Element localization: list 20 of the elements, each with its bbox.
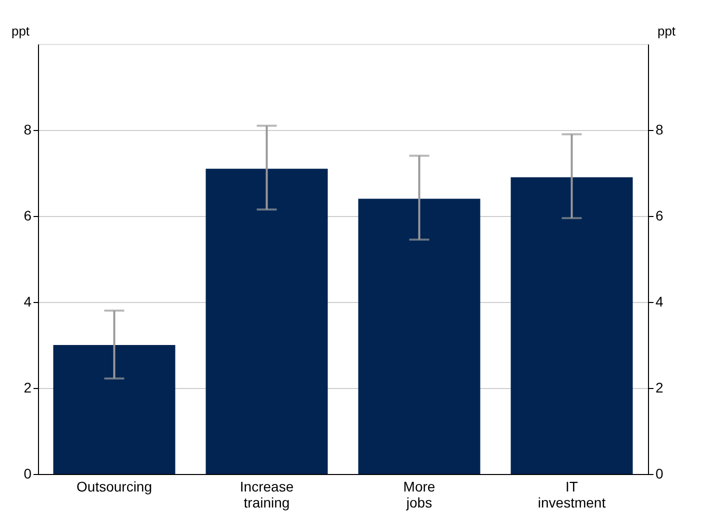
y-axis-title: ppt — [11, 24, 30, 38]
x-tick-label: More jobs — [403, 478, 436, 510]
y2-tick-label: 6 — [656, 208, 664, 224]
bar — [206, 168, 328, 474]
y2-tick-label: 0 — [656, 466, 664, 482]
y-tick-label: 6 — [24, 208, 32, 224]
bar — [358, 198, 480, 474]
bar — [53, 345, 176, 474]
y2-tick-label: 2 — [656, 380, 664, 396]
x-tick-label: Outsourcing — [76, 478, 152, 494]
y-tick-label: 0 — [24, 466, 32, 482]
y2-axis-title: ppt — [657, 24, 676, 38]
y-tick-label: 4 — [24, 294, 32, 310]
bar — [510, 177, 633, 474]
x-tick-label: Increase training — [240, 478, 294, 510]
y-tick-label: 2 — [24, 380, 32, 396]
x-tick-label: IT investment — [538, 478, 606, 510]
y2-tick-label: 8 — [656, 122, 664, 138]
y2-tick-label: 4 — [656, 294, 664, 310]
y-tick-label: 8 — [24, 122, 32, 138]
